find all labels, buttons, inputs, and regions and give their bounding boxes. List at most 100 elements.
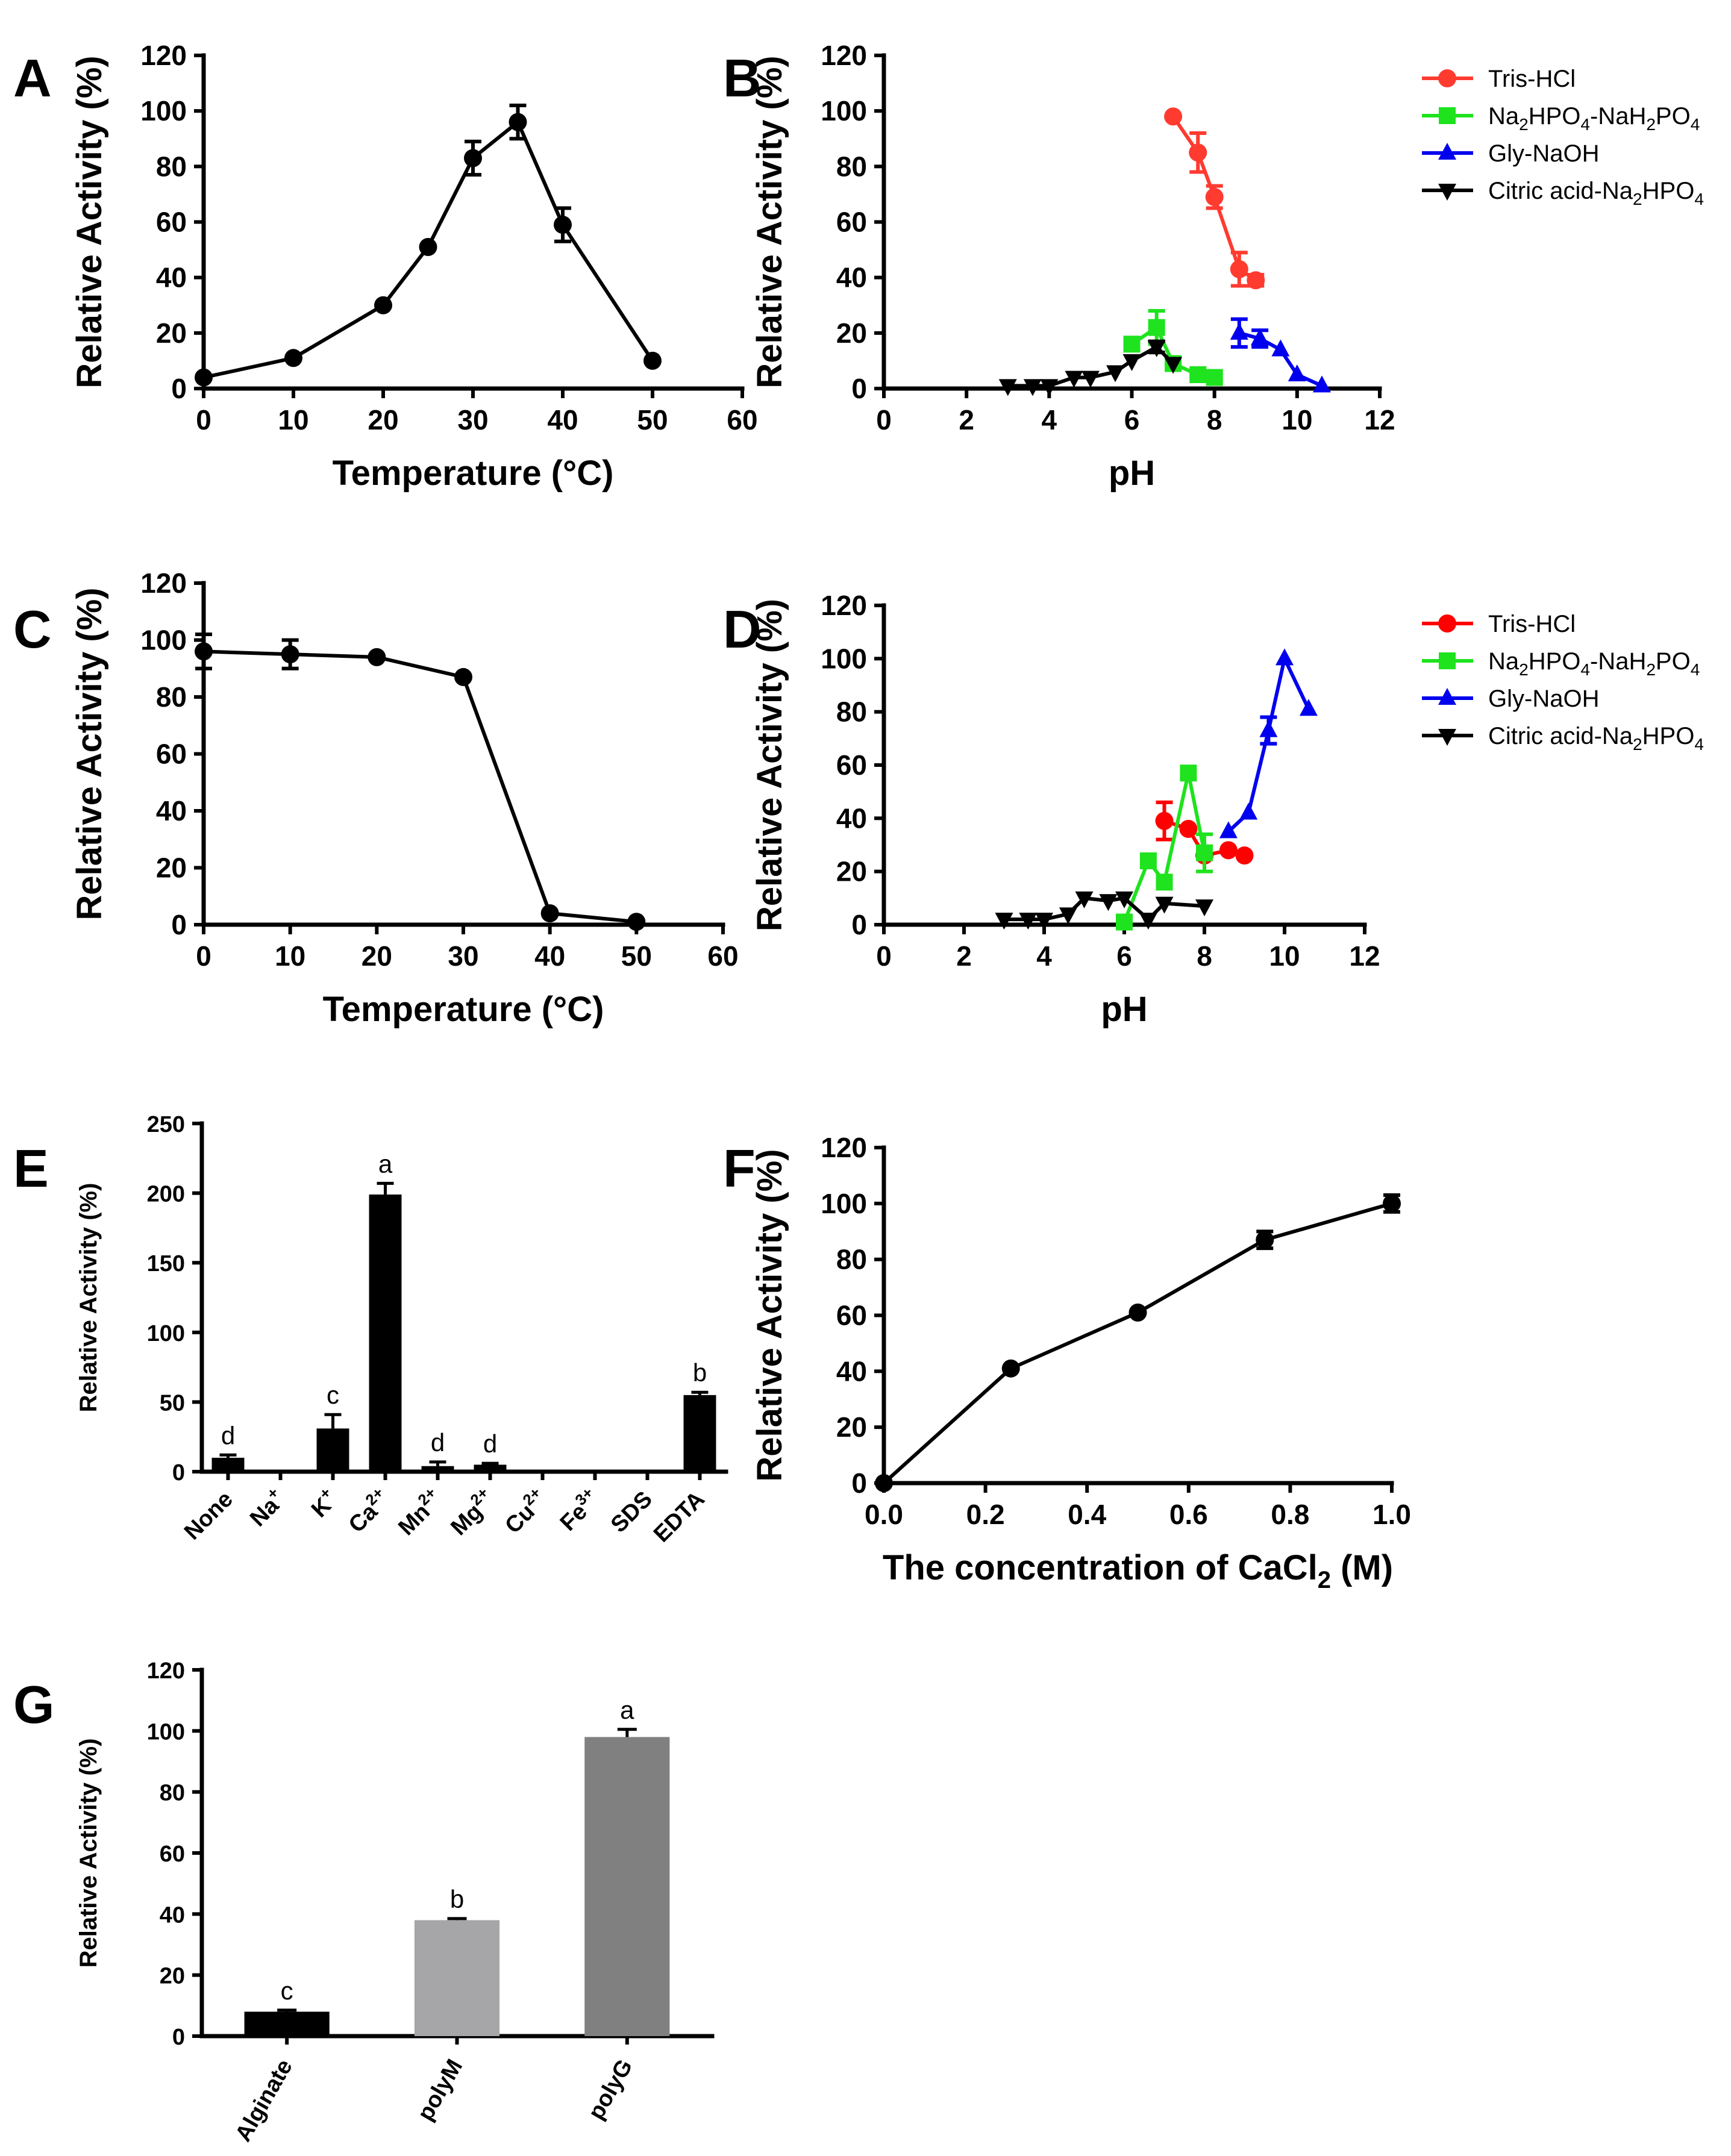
significance-letter: d xyxy=(483,1430,497,1458)
legend-marker xyxy=(1438,184,1456,201)
legend-label: Tris-HCl xyxy=(1488,611,1576,637)
series-line xyxy=(1004,896,1205,922)
data-point xyxy=(1106,365,1125,383)
x-tick-label: 40 xyxy=(534,940,565,972)
panel-a: 0 20 40 60 80 100 120 0 10 20 30 40 50 60 Relative Act… xyxy=(13,40,758,493)
x-tick-label: 10 xyxy=(275,940,305,972)
panel-label: B xyxy=(723,48,762,108)
x-tick-label: 6 xyxy=(1116,940,1132,972)
x-tick-label: 12 xyxy=(1364,404,1395,436)
y-tick-label: 120 xyxy=(821,1132,867,1163)
category-label: Mn2+ xyxy=(390,1484,447,1540)
x-axis-title: The concentration of CaCl2 (M) xyxy=(883,1548,1393,1593)
y-tick-label: 0 xyxy=(172,2025,185,2050)
y-tick-label: 40 xyxy=(836,262,867,293)
x-axis-title: pH xyxy=(1109,454,1155,493)
data-point xyxy=(1123,336,1141,353)
bar xyxy=(414,1920,500,2036)
data-point xyxy=(1139,913,1157,930)
legend-label: Tris-HCl xyxy=(1488,66,1576,92)
x-tick-label: 10 xyxy=(1269,940,1300,972)
data-point xyxy=(1139,852,1157,869)
y-tick-label: 60 xyxy=(160,1842,185,1867)
series-line xyxy=(203,649,637,924)
data-point xyxy=(1251,328,1269,346)
y-axis-title: Relative Activity (%) xyxy=(75,1183,102,1413)
significance-letter: c xyxy=(281,1976,293,2005)
x-tick-label: 12 xyxy=(1349,940,1380,972)
x-tick-label: 60 xyxy=(727,404,757,436)
y-tick-label: 60 xyxy=(156,739,187,770)
data-point xyxy=(1128,1303,1147,1322)
data-point xyxy=(1156,873,1173,891)
panel-e: 0 50 100 150 200 250 Relative Activity (%) Ed No… xyxy=(13,1112,728,1548)
x-axis-title: pH xyxy=(1101,990,1147,1029)
y-tick-label: 250 xyxy=(147,1112,185,1137)
series-line xyxy=(882,1201,1392,1485)
data-point xyxy=(554,216,572,234)
y-tick-label: 120 xyxy=(821,590,867,621)
data-point xyxy=(1196,844,1213,861)
bar xyxy=(584,1737,670,2036)
legend: Tris-HCl Na2HPO4-NaH2PO4 Gly-NaOH Citric ac… xyxy=(1422,611,1704,754)
data-point xyxy=(195,368,213,387)
series-gly-naoh xyxy=(1219,648,1318,839)
data-point xyxy=(454,667,472,686)
x-tick-label: 1.0 xyxy=(1373,1499,1411,1530)
y-tick-label: 80 xyxy=(836,151,867,182)
x-tick-label: 30 xyxy=(448,940,478,972)
legend-marker xyxy=(1438,688,1456,705)
y-tick-label: 100 xyxy=(140,95,187,127)
significance-letter: a xyxy=(620,1696,634,1724)
series-main xyxy=(195,103,662,387)
series-gly-naoh xyxy=(1230,317,1331,393)
data-point xyxy=(1239,802,1258,820)
x-tick-label: 50 xyxy=(621,940,652,972)
legend-label: Gly-NaOH xyxy=(1488,140,1599,167)
x-tick-label: 0 xyxy=(196,404,211,436)
y-tick-label: 100 xyxy=(821,643,867,674)
y-tick-label: 20 xyxy=(836,1411,867,1443)
category-label: Mg2+ xyxy=(443,1484,499,1540)
category-label: Alginate xyxy=(231,2055,298,2146)
panel-label: D xyxy=(723,599,762,659)
data-point xyxy=(1299,699,1318,716)
legend-label: Na2HPO4-NaH2PO4 xyxy=(1488,648,1700,679)
y-tick-label: 100 xyxy=(147,1719,185,1745)
y-tick-label: 120 xyxy=(821,40,867,71)
y-tick-label: 20 xyxy=(160,1964,185,1989)
legend-marker xyxy=(1438,143,1456,160)
data-point xyxy=(1099,894,1118,911)
data-point xyxy=(368,648,386,666)
legend-label: Citric acid-Na2HPO4 xyxy=(1488,723,1704,754)
data-point xyxy=(1001,1359,1020,1378)
panel-f: 0 20 40 60 80 100 120 0.0 0.2 0.4 0.6 0.8 1.0 Relativ… xyxy=(723,1132,1411,1593)
significance-letter: b xyxy=(693,1358,707,1387)
x-tick-label: 50 xyxy=(637,404,668,436)
bar xyxy=(211,1457,245,1472)
data-point xyxy=(1271,339,1290,357)
y-tick-label: 60 xyxy=(836,749,867,781)
y-tick-label: 0 xyxy=(851,373,867,404)
y-axis-title: Relative Activity (%) xyxy=(75,1739,102,1968)
data-point xyxy=(1312,375,1331,393)
y-axis-title: Relative Activity (%) xyxy=(750,1149,789,1481)
y-tick-label: 120 xyxy=(147,1658,185,1684)
category-label: EDTA xyxy=(649,1487,710,1548)
data-point xyxy=(281,645,299,664)
data-point xyxy=(998,379,1017,396)
legend-label: Gly-NaOH xyxy=(1488,686,1599,712)
data-point xyxy=(1164,107,1183,126)
data-point xyxy=(1116,913,1133,931)
bar xyxy=(474,1464,507,1472)
y-tick-label: 80 xyxy=(836,696,867,728)
x-tick-label: 10 xyxy=(1282,404,1312,436)
x-axis-title: Temperature (°C) xyxy=(323,990,604,1029)
x-tick-label: 0 xyxy=(876,940,892,972)
series-main xyxy=(195,633,646,931)
y-tick-label: 60 xyxy=(836,1300,867,1331)
x-tick-label: 6 xyxy=(1124,404,1140,436)
series-citric-acid-na2hpo4 xyxy=(998,339,1183,396)
data-point xyxy=(195,642,213,661)
data-point xyxy=(419,237,437,256)
